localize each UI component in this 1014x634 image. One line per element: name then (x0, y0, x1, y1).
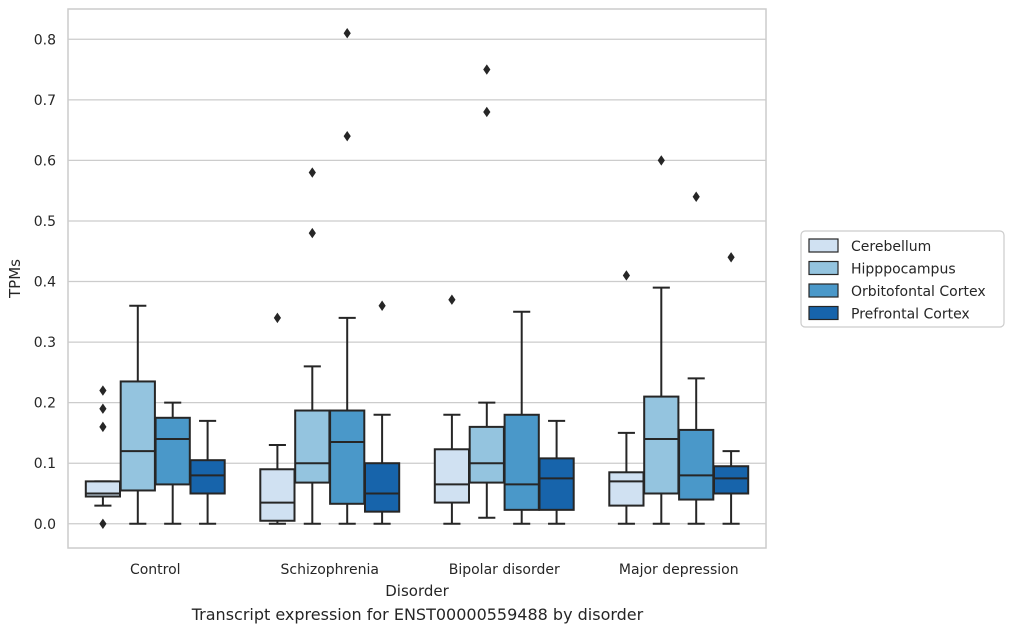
outlier-point (483, 64, 491, 75)
box-3-3 (712, 252, 750, 525)
box-2-0 (154, 401, 191, 525)
y-tick-label: 0.8 (34, 32, 56, 48)
box-3-2 (538, 419, 575, 525)
legend-label: Prefrontal Cortex (851, 307, 970, 323)
box-1-2 (468, 64, 505, 519)
legend-box (800, 230, 1005, 328)
box-0-3 (608, 270, 645, 525)
outlier-point (273, 312, 281, 324)
outlier-point (308, 167, 316, 178)
y-tick-label: 0.1 (34, 456, 56, 472)
outlier-point (99, 385, 107, 396)
legend: Cerebellum Hipppocampus Orbitofontal Corte… (800, 230, 1005, 328)
outlier-point (378, 300, 386, 311)
box-iqr (329, 409, 366, 505)
box-iqr (294, 409, 331, 484)
outlier-point (99, 421, 107, 433)
box-0-2 (433, 294, 471, 525)
legend-swatch (808, 260, 839, 276)
outlier-point (343, 28, 351, 39)
outlier-point (99, 518, 107, 529)
x-axis-label: Disorder (385, 582, 449, 600)
box-1-3 (643, 155, 680, 525)
outlier-point (308, 227, 316, 239)
outlier-point (657, 155, 665, 166)
box-iqr (643, 395, 680, 495)
box-iqr (678, 428, 715, 501)
box-iqr (259, 468, 296, 522)
box-iqr (189, 459, 226, 495)
box-iqr (119, 380, 156, 492)
outlier-point (99, 403, 107, 414)
legend-label: Hipppocampus (851, 262, 956, 278)
y-tick-label: 0.6 (34, 153, 56, 169)
x-tick-label: Major depression (619, 562, 739, 578)
box-2-3 (678, 191, 715, 525)
box-iqr (608, 471, 645, 507)
x-tick-label: Schizophrenia (281, 562, 379, 578)
outlier-point (727, 252, 735, 263)
box-iqr (538, 457, 575, 511)
x-tick-label: Control (130, 562, 181, 578)
y-tick-label: 0.2 (34, 396, 56, 412)
outlier-point (448, 294, 456, 305)
x-tick-label: Bipolar disorder (449, 562, 560, 578)
box-iqr (154, 416, 191, 486)
y-tick-label: 0.7 (34, 93, 56, 109)
box-2-2 (503, 310, 540, 525)
y-tick-label: 0.3 (34, 335, 56, 351)
box-iqr (468, 425, 505, 484)
box-iqr (433, 448, 471, 504)
outlier-point (622, 270, 630, 281)
outlier-point (483, 106, 491, 118)
box-3-0 (189, 419, 226, 525)
box-iqr (712, 465, 750, 495)
y-tick-label: 0.5 (34, 214, 56, 230)
box-2-1 (329, 28, 366, 525)
legend-label: Cerebellum (851, 239, 931, 255)
outlier-point (692, 191, 700, 202)
box-iqr (503, 413, 540, 511)
box-1-0 (119, 304, 156, 525)
legend-label: Orbitofontal Cortex (851, 284, 986, 300)
box-3-1 (363, 300, 401, 525)
outlier-point (343, 130, 351, 142)
box-iqr (363, 462, 401, 513)
y-axis-label: TPMs (6, 259, 24, 299)
y-tick-label: 0.4 (34, 275, 56, 291)
box-0-1 (259, 312, 296, 525)
legend-swatch (808, 238, 839, 253)
legend-swatch (808, 283, 839, 298)
figure-caption: Transcript expression for ENST0000055948… (191, 605, 644, 624)
plot-frame (67, 8, 767, 549)
legend-swatch (808, 305, 839, 321)
y-tick-label: 0.0 (34, 517, 56, 533)
box-0-0 (84, 385, 122, 529)
